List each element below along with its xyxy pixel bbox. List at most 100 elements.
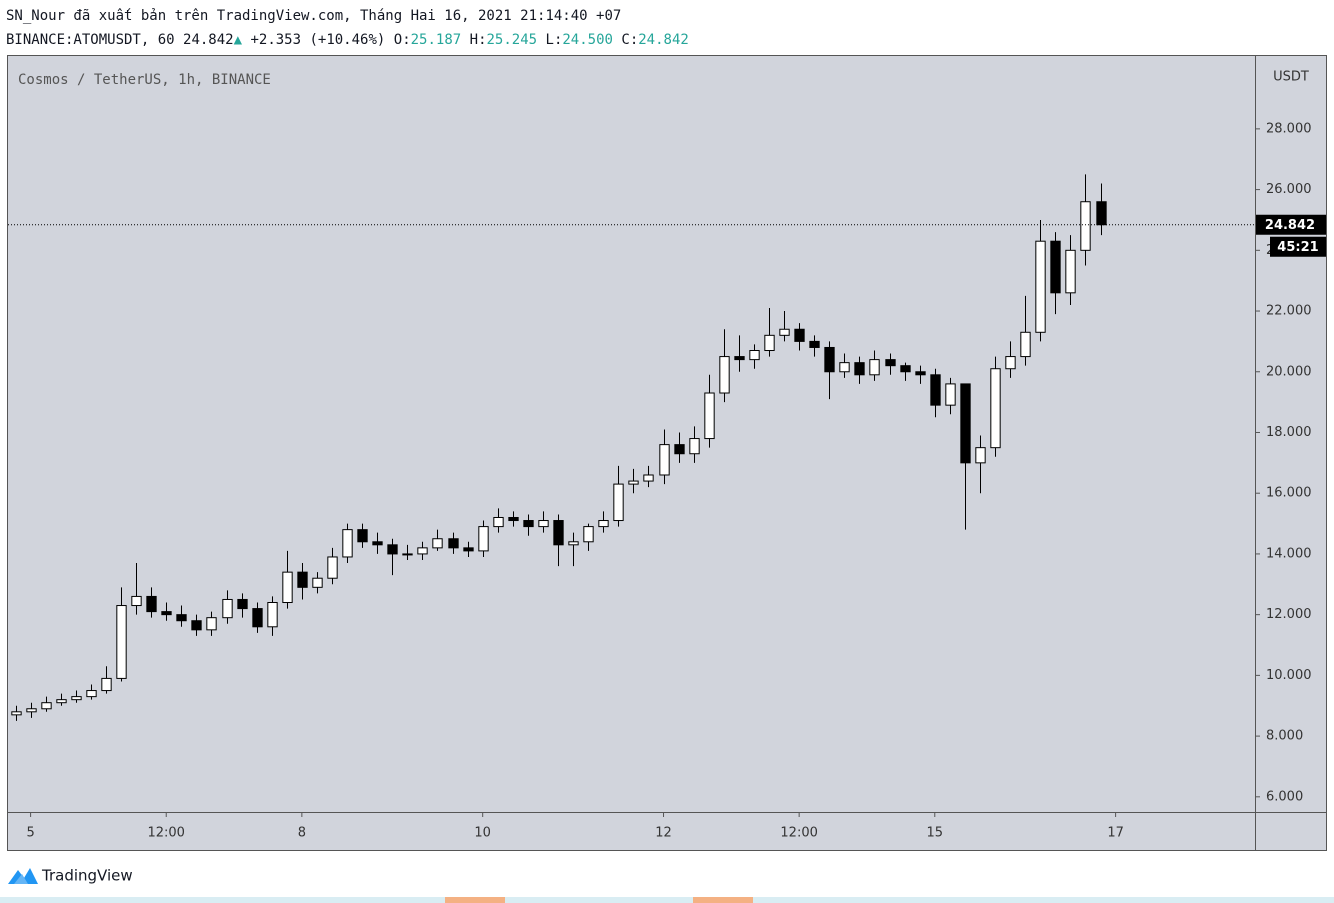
candle-body — [553, 520, 564, 546]
candle-body — [523, 520, 534, 528]
candle-body — [252, 608, 263, 628]
candle-body — [1065, 249, 1076, 294]
x-tick-label: 5 — [26, 826, 34, 841]
price-unit: USDT — [1273, 70, 1309, 85]
plot — [11, 174, 1107, 721]
symbol: BINANCE:ATOMUSDT, 60 — [6, 32, 175, 48]
candle-body — [222, 598, 233, 619]
candle-body — [945, 383, 956, 406]
candle-body — [387, 544, 398, 555]
y-tick-label: 6.000 — [1266, 789, 1303, 804]
candle-body — [990, 368, 1001, 449]
countdown: 45:21 — [1277, 240, 1318, 255]
y-tick-label: 10.000 — [1266, 668, 1312, 683]
candle-body — [297, 571, 308, 588]
candle-body — [915, 371, 926, 376]
candle-body — [11, 711, 22, 716]
candle-body — [1005, 356, 1016, 370]
o-label: O: — [394, 32, 411, 48]
candle-body — [101, 677, 112, 692]
candle-body — [704, 392, 715, 440]
publisher-line: SN_Nour đã xuất bản trên TradingView.com… — [6, 8, 621, 24]
y-tick-label: 18.000 — [1266, 425, 1312, 440]
candle-body — [885, 359, 896, 367]
candle-body — [448, 538, 459, 549]
candle-body — [176, 614, 187, 622]
candle-body — [960, 383, 971, 464]
candle-body — [1096, 201, 1107, 226]
candle-body — [734, 356, 745, 361]
candle-body — [146, 595, 157, 613]
candle-body — [854, 362, 865, 376]
candle-body — [1020, 331, 1031, 358]
candle-body — [643, 474, 654, 482]
c-label: C: — [621, 32, 638, 48]
candle-body — [71, 696, 82, 701]
candle-body — [312, 577, 323, 588]
candle-body — [86, 690, 97, 698]
ohlc-line: BINANCE:ATOMUSDT, 60 24.842▲ +2.353 (+10… — [6, 32, 689, 48]
candle-body — [206, 617, 217, 631]
publisher: SN_Nour đã xuất bản trên TradingView.com… — [6, 8, 621, 24]
x-tick-label: 15 — [927, 826, 944, 841]
y-tick-label: 8.000 — [1266, 729, 1303, 744]
change: +2.353 (+10.46%) — [250, 32, 385, 48]
y-tick-label: 16.000 — [1266, 486, 1312, 501]
candle-body — [508, 516, 519, 522]
y-tick-label: 14.000 — [1266, 546, 1312, 561]
up-arrow: ▲ — [234, 32, 243, 48]
candle-body — [161, 611, 172, 616]
candle-body — [1080, 201, 1091, 251]
candle-body — [749, 350, 760, 361]
x-tick-label: 12 — [655, 826, 672, 841]
candle-body — [402, 553, 413, 556]
l-value: 24.500 — [562, 32, 613, 48]
candle-body — [598, 520, 609, 528]
h-label: H: — [470, 32, 487, 48]
candle-body — [327, 556, 338, 579]
candle-body — [237, 598, 248, 610]
x-tick-label: 8 — [298, 826, 306, 841]
candle-body — [1035, 240, 1046, 333]
y-tick-label: 26.000 — [1266, 182, 1312, 197]
x-tick-label: 12:00 — [147, 826, 184, 841]
candle-body — [191, 620, 202, 631]
candle-body — [417, 547, 428, 555]
bottom-strip — [0, 897, 1334, 903]
candle-body — [900, 365, 911, 373]
candle-body — [357, 529, 368, 543]
candle-body — [764, 334, 775, 352]
candle-body — [628, 480, 639, 485]
candle-body — [659, 444, 670, 476]
chart-title: Cosmos / TetherUS, 1h, BINANCE — [18, 72, 271, 88]
candle-body — [689, 438, 700, 455]
tradingview-logo — [8, 868, 38, 884]
candle-body — [41, 702, 52, 710]
candle-body — [478, 526, 489, 552]
bottom-strip-block — [445, 897, 505, 903]
candle-body — [342, 529, 353, 558]
candle-body — [372, 541, 383, 546]
candle-body — [56, 699, 67, 704]
x-tick-label: 12:00 — [780, 826, 817, 841]
candle-body — [674, 444, 685, 455]
price: 24.842 — [183, 32, 234, 48]
candle-body — [583, 526, 594, 543]
h-value: 25.245 — [487, 32, 538, 48]
candle-body — [975, 447, 986, 464]
candle-body — [282, 571, 293, 604]
candle-body — [26, 708, 37, 713]
y-tick-label: 28.000 — [1266, 121, 1312, 136]
candle-body — [869, 359, 880, 376]
candle-body — [824, 346, 835, 373]
candle-body — [613, 483, 624, 522]
candle-body — [432, 538, 443, 549]
y-tick-label: 22.000 — [1266, 304, 1312, 319]
candle-body — [1050, 240, 1061, 294]
candle-body — [538, 520, 549, 528]
candle-body — [568, 541, 579, 546]
candle-body — [493, 516, 504, 528]
candle-body — [719, 356, 730, 394]
candle-body — [839, 362, 850, 373]
